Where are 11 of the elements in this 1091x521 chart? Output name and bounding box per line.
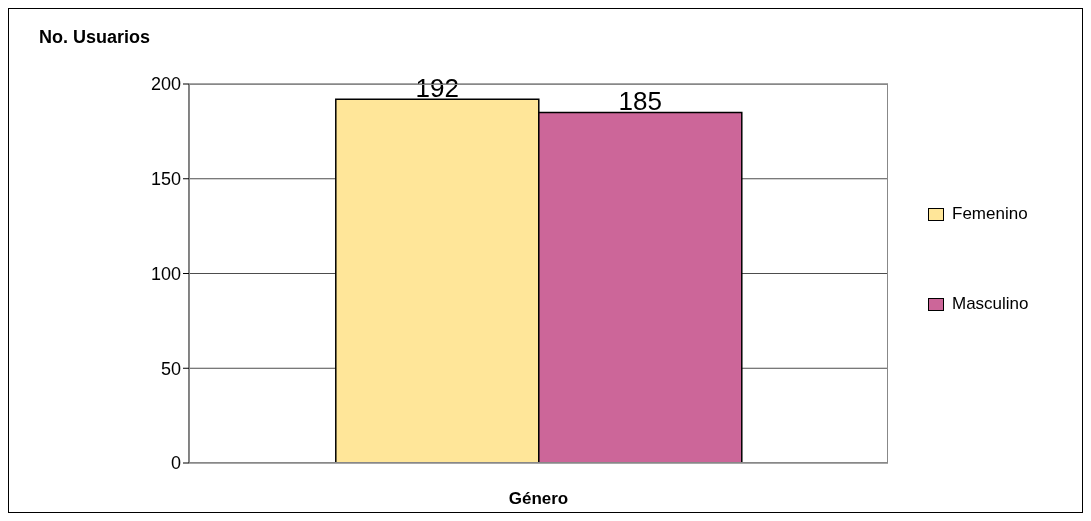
legend-label: Masculino (952, 294, 1029, 314)
x-axis-title: Género (508, 489, 569, 508)
y-tick-label: 200 (150, 74, 181, 95)
y-axis-title: No. Usuarios (39, 27, 151, 48)
data-label: 192 (415, 73, 459, 104)
legend-label: Femenino (952, 204, 1028, 224)
y-tick-label: 0 (170, 453, 181, 474)
y-tick-label: 100 (150, 263, 181, 284)
y-tick-label: 50 (160, 358, 181, 379)
y-tick-label: 150 (150, 169, 181, 190)
data-label: 185 (618, 86, 662, 117)
